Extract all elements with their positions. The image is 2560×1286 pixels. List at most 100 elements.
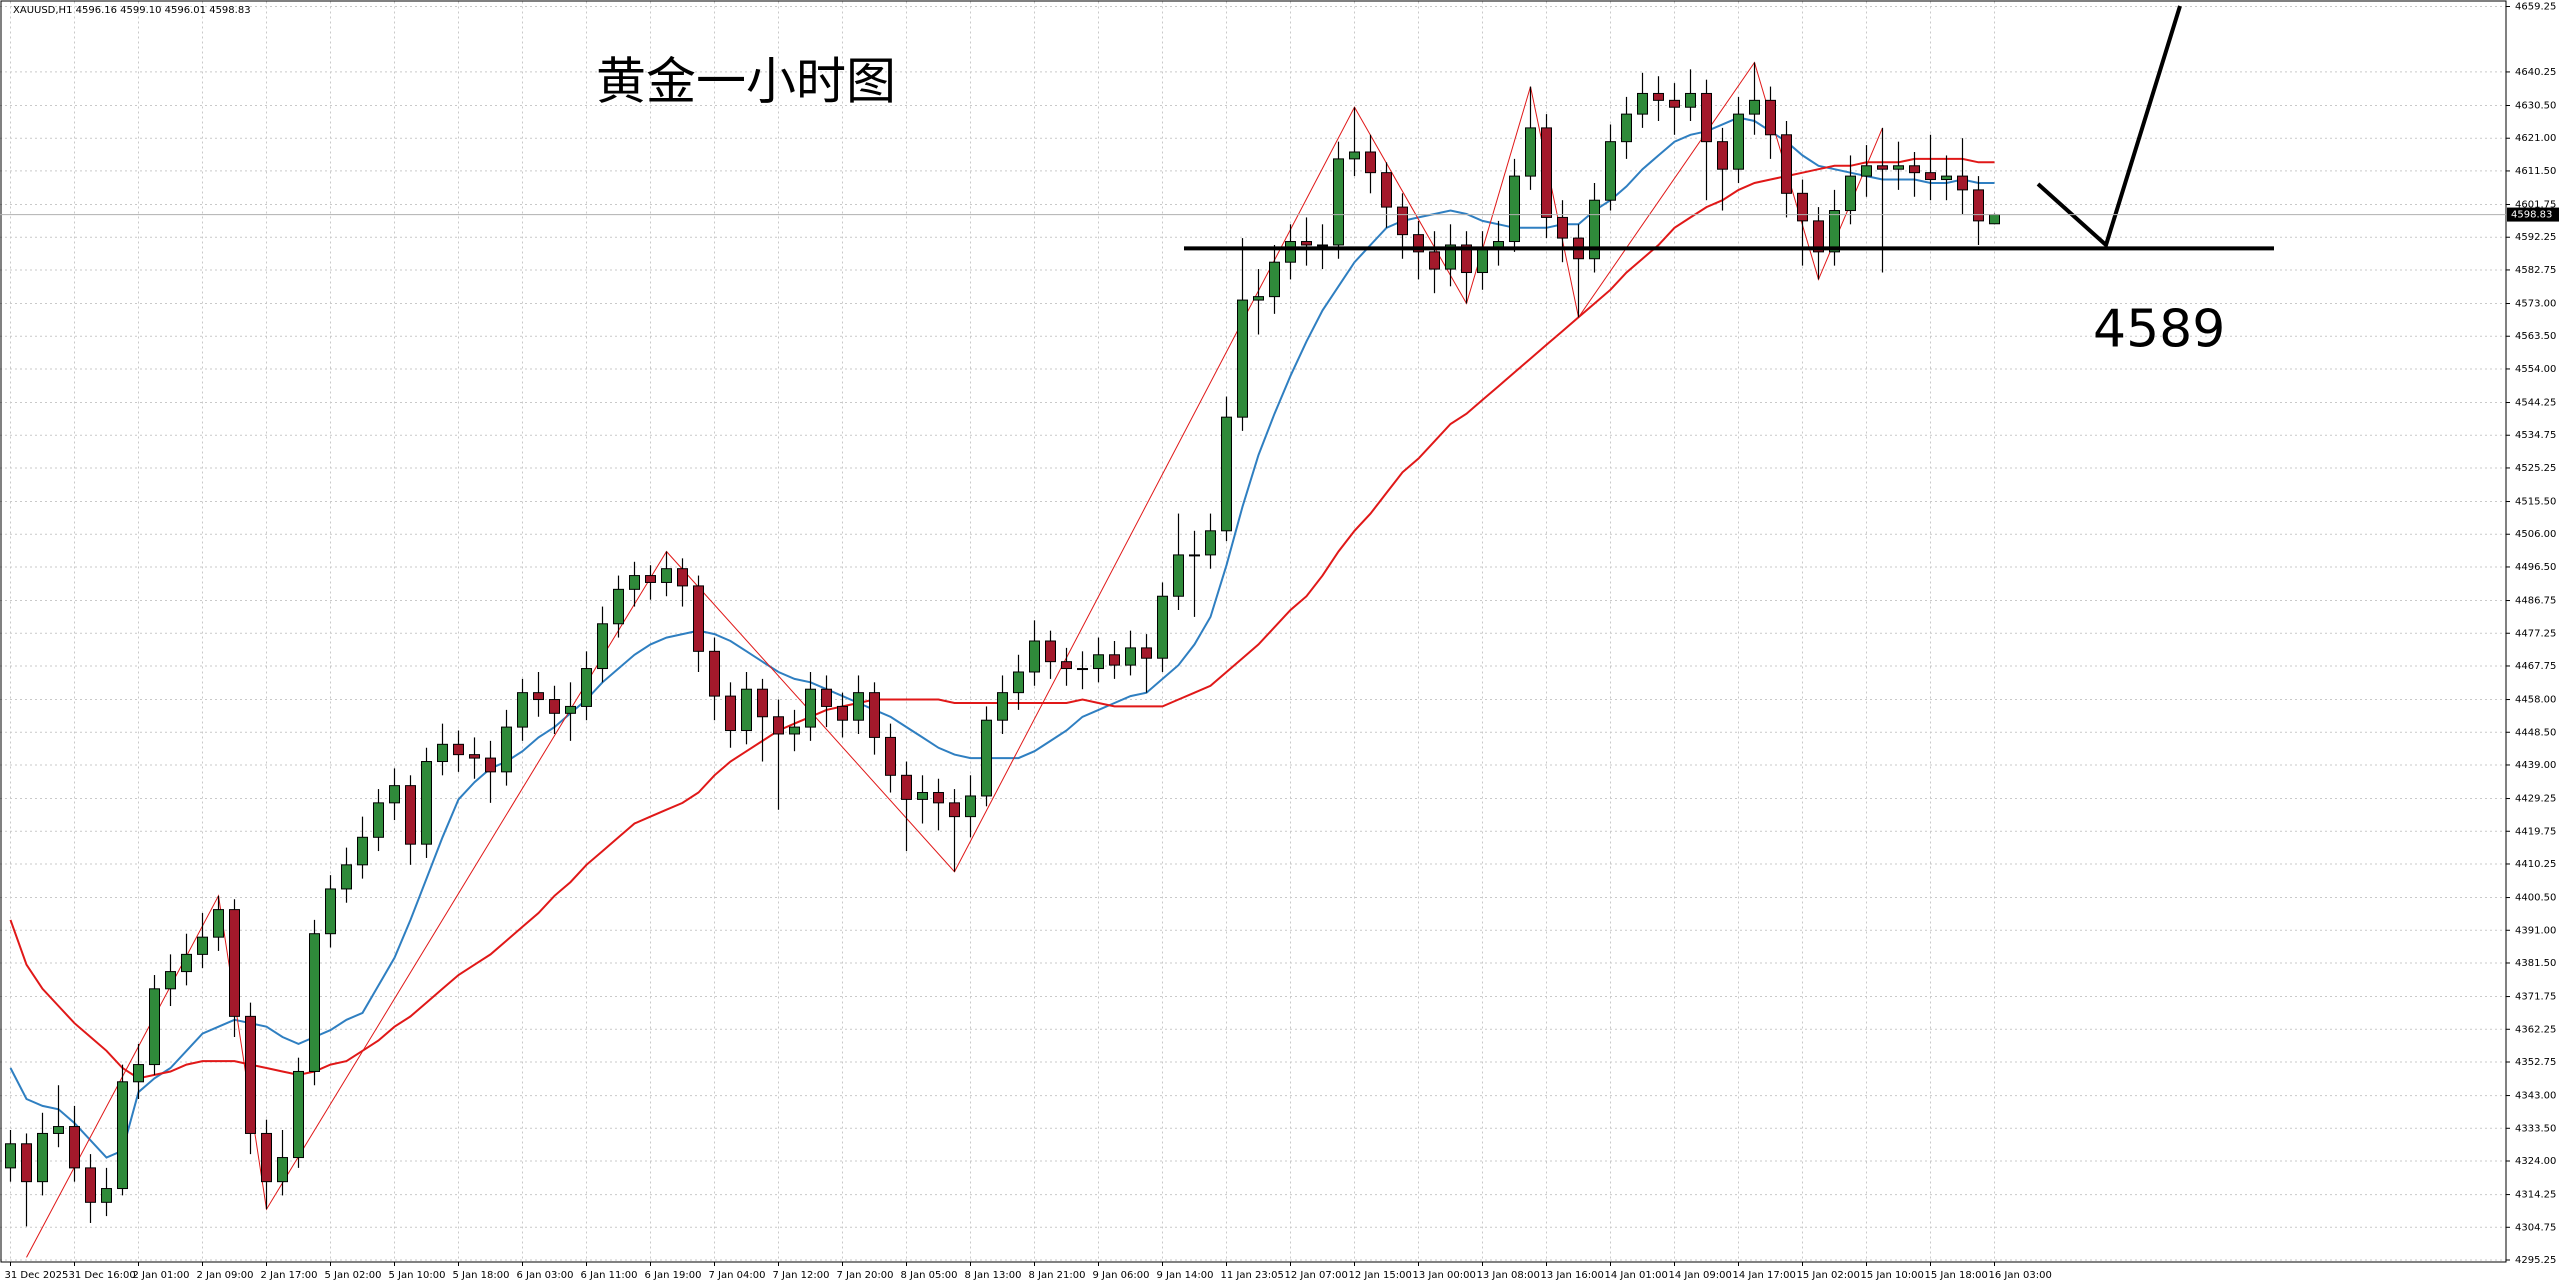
y-tick-label: 4458.00 <box>2515 695 2556 706</box>
y-tick-label: 4573.00 <box>2515 299 2556 310</box>
y-tick-label: 4544.25 <box>2515 398 2556 409</box>
y-tick-label: 4333.50 <box>2515 1123 2556 1134</box>
y-tick-label: 4496.50 <box>2515 562 2556 573</box>
x-tick-label: 12 Jan 07:00 <box>1285 1270 1348 1281</box>
x-tick-label: 6 Jan 19:00 <box>645 1270 702 1281</box>
candle-body <box>453 743 464 756</box>
grid <box>0 1 2506 1262</box>
candle-body <box>1445 244 1456 270</box>
candle-body <box>1605 141 1616 201</box>
candle-body <box>1109 654 1120 666</box>
candle-body <box>1237 299 1248 418</box>
candle-body <box>1317 244 1328 247</box>
x-tick-label: 14 Jan 17:00 <box>1733 1270 1796 1281</box>
x-tick-label: 6 Jan 11:00 <box>581 1270 638 1281</box>
y-tick-label: 4381.50 <box>2515 958 2556 969</box>
candle-body <box>1461 244 1472 274</box>
candle-body <box>901 774 912 800</box>
candle-body <box>501 726 512 773</box>
candle-body <box>645 575 656 583</box>
candle-body <box>37 1132 48 1183</box>
candle-body <box>773 716 784 735</box>
candle-body <box>405 785 416 845</box>
chart-header: XAUUSD,H1 4596.16 4599.10 4596.01 4598.8… <box>13 5 251 16</box>
candle-body <box>533 692 544 701</box>
x-tick-label: 31 Dec 2025 <box>5 1270 69 1281</box>
price-label: 4598.83 <box>2511 210 2552 221</box>
candle-body <box>69 1126 80 1169</box>
candle-body <box>1477 247 1488 274</box>
candle-body <box>1669 99 1680 108</box>
candle-body <box>613 588 624 625</box>
candle-body <box>1093 654 1104 670</box>
x-tick-label: 15 Jan 18:00 <box>1925 1270 1988 1281</box>
y-tick-label: 4477.25 <box>2515 628 2556 639</box>
x-tick-label: 15 Jan 02:00 <box>1797 1270 1860 1281</box>
y-tick-label: 4371.75 <box>2515 992 2556 1003</box>
y-tick-label: 4486.75 <box>2515 596 2556 607</box>
candle-body <box>965 795 976 818</box>
candle-body <box>1429 251 1440 270</box>
x-tick-label: 9 Jan 06:00 <box>1093 1270 1150 1281</box>
candle-body <box>997 692 1008 721</box>
candle-body <box>421 761 432 845</box>
candle-body <box>1717 141 1728 170</box>
y-tick-label: 4419.75 <box>2515 826 2556 837</box>
candle-body <box>693 585 704 652</box>
candle-body <box>1797 192 1808 222</box>
price-label-box <box>2507 207 2559 222</box>
plot <box>5 61 2000 1258</box>
candle-body <box>981 719 992 797</box>
x-tick-label: 7 Jan 12:00 <box>773 1270 830 1281</box>
y-tick-label: 4506.00 <box>2515 529 2556 540</box>
x-tick-label: 15 Jan 10:00 <box>1861 1270 1924 1281</box>
candle-body <box>101 1188 112 1203</box>
y-tick-label: 4515.50 <box>2515 497 2556 508</box>
x-tick-label: 12 Jan 15:00 <box>1349 1270 1412 1281</box>
candle-body <box>853 692 864 721</box>
candle-body <box>1653 92 1664 101</box>
candle-body <box>1349 151 1360 160</box>
candle-body <box>437 743 448 763</box>
candle-body <box>1813 220 1824 253</box>
candle-body <box>1125 647 1136 666</box>
x-tick-label: 8 Jan 21:00 <box>1029 1270 1086 1281</box>
y-tick-label: 4563.50 <box>2515 331 2556 342</box>
candle-body <box>1989 214 2000 225</box>
candle-body <box>53 1126 64 1134</box>
candle-body <box>1205 530 1216 556</box>
x-tick-label: 11 Jan 23:05 <box>1221 1270 1284 1281</box>
x-tick-label: 7 Jan 20:00 <box>837 1270 894 1281</box>
candle-body <box>1221 416 1232 532</box>
candle-body <box>1685 92 1696 108</box>
candle-body <box>357 836 368 866</box>
candle-body <box>581 668 592 707</box>
candle-body <box>517 692 528 728</box>
x-tick-label: 13 Jan 00:00 <box>1413 1270 1476 1281</box>
candle-body <box>117 1081 128 1190</box>
forecast-arrow <box>2036 5 2182 249</box>
x-tick-label: 13 Jan 08:00 <box>1477 1270 1540 1281</box>
candle-body <box>1557 216 1568 239</box>
y-tick-label: 4324.00 <box>2515 1156 2556 1167</box>
candle-body <box>1285 241 1296 263</box>
candle-body <box>1765 99 1776 136</box>
candle-body <box>597 623 608 670</box>
y-tick-label: 4400.50 <box>2515 893 2556 904</box>
candle-body <box>565 705 576 714</box>
candle-body <box>1269 261 1280 298</box>
candle-body <box>741 688 752 732</box>
candle-body <box>245 1015 256 1134</box>
candle-body <box>725 695 736 732</box>
x-tick-label: 5 Jan 02:00 <box>325 1270 382 1281</box>
x-tick-label: 31 Dec 16:00 <box>69 1270 136 1281</box>
x-tick-label: 8 Jan 05:00 <box>901 1270 958 1281</box>
candle-body <box>181 953 192 973</box>
x-tick-label: 7 Jan 04:00 <box>709 1270 766 1281</box>
candle-body <box>629 575 640 590</box>
x-tick-label: 5 Jan 10:00 <box>389 1270 446 1281</box>
y-tick-label: 4429.25 <box>2515 794 2556 805</box>
y-tick-label: 4410.25 <box>2515 859 2556 870</box>
